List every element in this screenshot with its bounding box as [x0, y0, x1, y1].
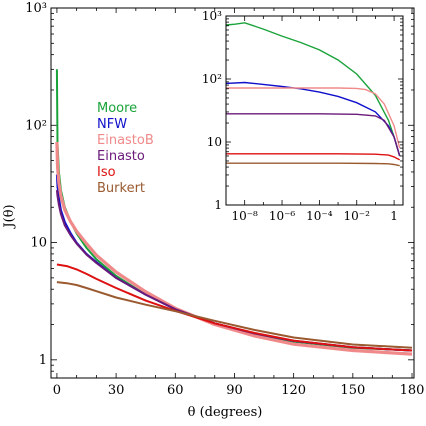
inset-background: [226, 16, 403, 205]
inset-x-tick-label: 1: [390, 209, 398, 223]
y-tick-label: 10: [30, 236, 47, 251]
x-axis-label: θ (degrees): [188, 405, 263, 420]
inset-plot: 10⁻⁸ 10⁻⁶ 10⁻⁴ 10⁻² 1 1 10 10² 10³: [202, 9, 404, 223]
inset-y-tick-label: 10: [207, 135, 222, 149]
series-line-burkert: [56, 281, 413, 349]
inset-series-line-iso: [226, 153, 401, 161]
inset-series-line-einasto: [226, 113, 401, 157]
main-plot: 0 30 60 90 120 150 180 1 10 10² 10³: [25, 1, 424, 398]
legend-entry-nfw: NFW: [97, 117, 127, 132]
x-tick-label: 60: [167, 383, 184, 398]
main-plot-frame: [50, 7, 415, 379]
inset-y-tick-label: 10³: [202, 9, 222, 23]
x-tick-label: 150: [340, 383, 365, 398]
inset-y-tick-label: 1: [214, 198, 222, 212]
x-tick-label: 0: [53, 383, 61, 398]
legend-entry-iso: Iso: [97, 165, 116, 180]
x-tick-label: 30: [108, 383, 125, 398]
y-tick-label: 10²: [25, 118, 47, 133]
inset-frame: [225, 15, 404, 206]
legend-entry-einastob: EinastoB: [97, 133, 154, 148]
inset-x-tick-label: 10⁻⁸: [231, 209, 258, 223]
y-tick-label: 10³: [25, 1, 47, 16]
legend-entry-moore: Moore: [97, 101, 137, 116]
x-tick-label: 180: [400, 383, 425, 398]
inset-x-tick-label: 10⁻⁶: [269, 209, 296, 223]
x-tick-label: 120: [281, 383, 306, 398]
inset-series-line-burkert: [226, 162, 400, 167]
inset-series-line-einastob: [226, 87, 401, 149]
series-line-iso: [56, 263, 413, 352]
y-tick-label: 1: [39, 353, 47, 368]
inset-y-tick-label: 10²: [202, 72, 222, 86]
legend-entry-burkert: Burkert: [97, 181, 145, 196]
inset-x-tick-label: 10⁻²: [344, 209, 371, 223]
inset-x-tick-label: 10⁻⁴: [306, 209, 333, 223]
series-line-einastob: [55, 141, 413, 356]
x-tick-label: 90: [226, 383, 243, 398]
inset-series-line-moore: [225, 22, 401, 157]
y-axis-label: J(θ): [2, 204, 17, 229]
legend-entry-einasto: Einasto: [97, 149, 145, 164]
